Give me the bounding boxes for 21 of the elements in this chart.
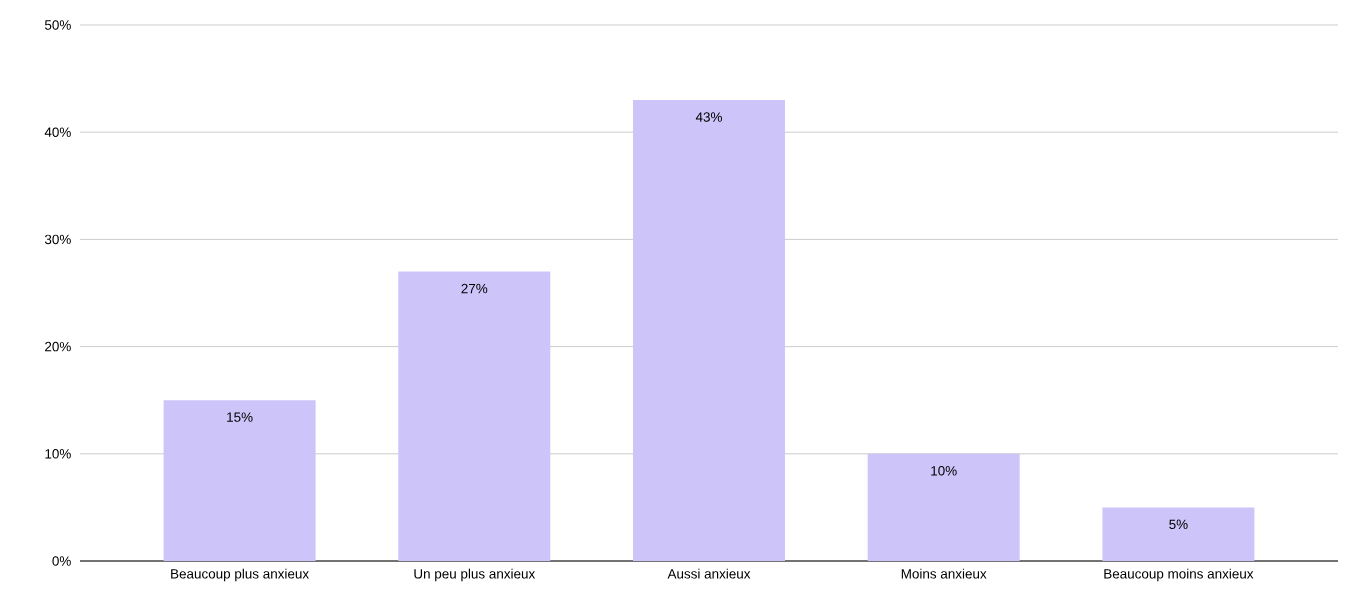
- x-tick-label: Aussi anxieux: [667, 568, 751, 579]
- data-label: 10%: [931, 466, 957, 476]
- y-tick-label: 50%: [44, 20, 71, 30]
- y-tick-label: 40%: [44, 127, 71, 137]
- y-tick-label: 0%: [52, 556, 71, 566]
- y-tick-label: 20%: [45, 341, 71, 352]
- y-tick-label: 30%: [44, 234, 71, 245]
- x-tick-label: Un peu plus anxieux: [414, 568, 536, 582]
- bar: [1102, 507, 1255, 561]
- bar: [633, 100, 786, 561]
- data-label: 43%: [695, 112, 722, 122]
- y-tick-label: 10%: [45, 449, 71, 459]
- data-label: 15%: [227, 412, 253, 422]
- x-tick-label: Beaucoup plus anxieux: [171, 568, 309, 582]
- x-tick-label: Moins anxieux: [901, 568, 987, 579]
- data-label: 27%: [461, 283, 488, 294]
- bar: [398, 271, 551, 561]
- bar: [163, 400, 316, 561]
- x-tick-label: Beaucoup moins anxieux: [1104, 568, 1254, 582]
- data-label: 5%: [1169, 519, 1188, 530]
- bar: [867, 453, 1020, 561]
